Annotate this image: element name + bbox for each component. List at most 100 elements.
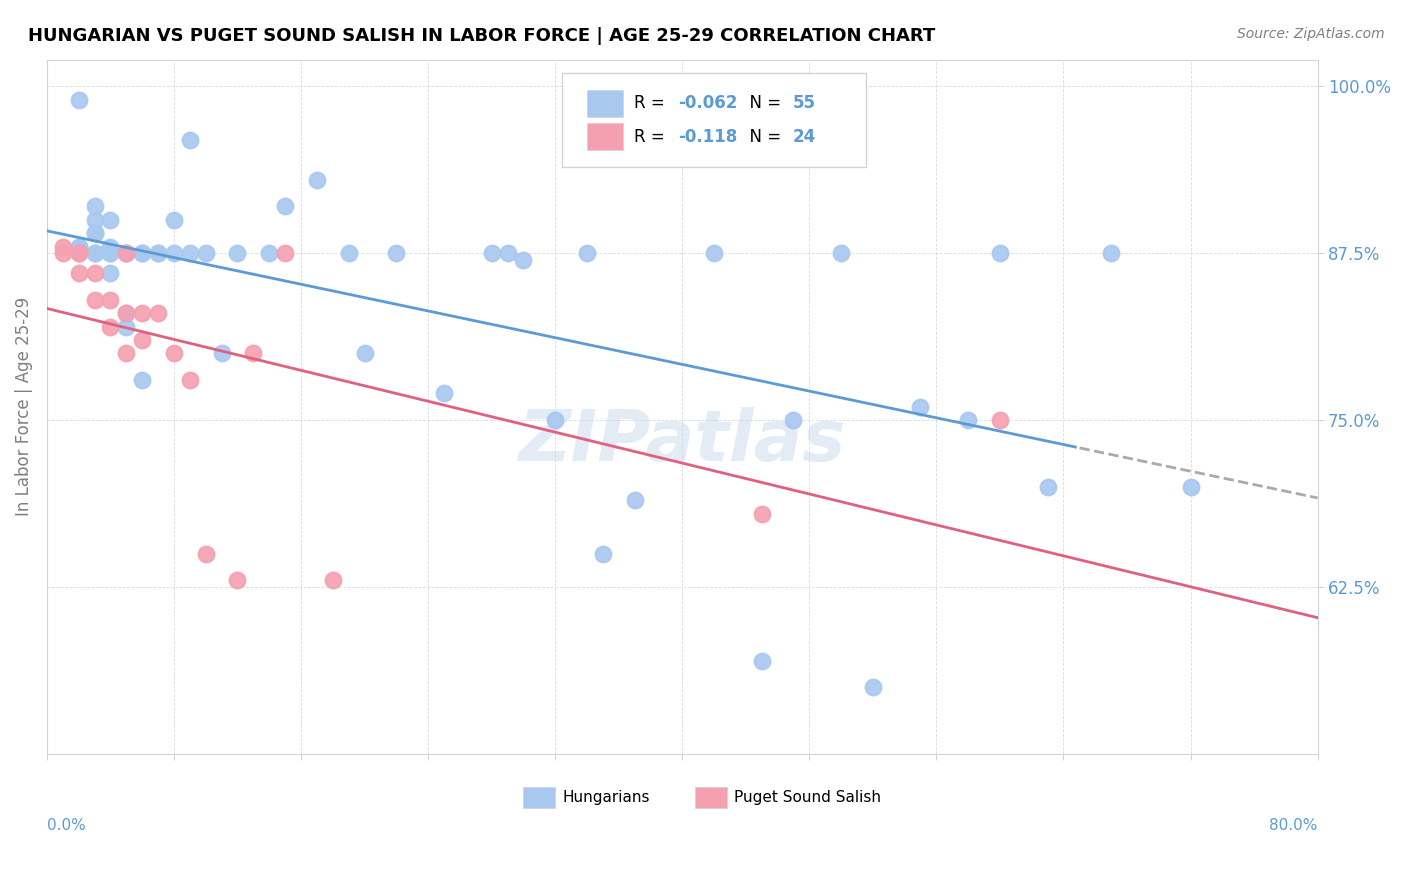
Point xyxy=(703,246,725,260)
Point xyxy=(512,252,534,267)
Point xyxy=(353,346,375,360)
Point xyxy=(226,246,249,260)
Point xyxy=(1099,246,1122,260)
Point xyxy=(131,246,153,260)
Point xyxy=(115,306,138,320)
Point xyxy=(131,246,153,260)
Point xyxy=(100,246,122,260)
Point xyxy=(751,653,773,667)
Text: R =: R = xyxy=(634,128,669,145)
Point xyxy=(115,319,138,334)
Point xyxy=(1036,480,1059,494)
Point xyxy=(67,246,90,260)
Point xyxy=(100,266,122,280)
FancyBboxPatch shape xyxy=(523,788,555,808)
Point xyxy=(179,373,201,387)
Point xyxy=(163,346,186,360)
Point xyxy=(146,306,169,320)
Point xyxy=(83,212,105,227)
Text: 0.0%: 0.0% xyxy=(46,818,86,833)
Point xyxy=(131,306,153,320)
Point xyxy=(322,574,344,588)
Point xyxy=(115,306,138,320)
Point xyxy=(592,547,614,561)
Point xyxy=(194,246,217,260)
Text: -0.062: -0.062 xyxy=(679,95,738,112)
Point xyxy=(910,400,932,414)
Text: R =: R = xyxy=(634,95,669,112)
Text: Puget Sound Salish: Puget Sound Salish xyxy=(734,790,882,805)
Point xyxy=(496,246,519,260)
Point xyxy=(575,246,598,260)
Point xyxy=(52,246,75,260)
Point xyxy=(226,574,249,588)
Point xyxy=(242,346,264,360)
Point xyxy=(623,493,645,508)
Point xyxy=(211,346,233,360)
Point xyxy=(1180,480,1202,494)
Point xyxy=(163,212,186,227)
Point xyxy=(544,413,567,427)
Point xyxy=(862,680,884,694)
Text: N =: N = xyxy=(740,95,787,112)
Text: -0.118: -0.118 xyxy=(679,128,738,145)
Point xyxy=(751,507,773,521)
Point xyxy=(385,246,408,260)
Text: 80.0%: 80.0% xyxy=(1270,818,1317,833)
Point xyxy=(179,133,201,147)
Point xyxy=(115,346,138,360)
Point xyxy=(274,246,297,260)
Point xyxy=(481,246,503,260)
Point xyxy=(83,246,105,260)
Y-axis label: In Labor Force | Age 25-29: In Labor Force | Age 25-29 xyxy=(15,297,32,516)
Text: Source: ZipAtlas.com: Source: ZipAtlas.com xyxy=(1237,27,1385,41)
Point xyxy=(988,413,1011,427)
Point xyxy=(115,246,138,260)
Point xyxy=(115,246,138,260)
Point xyxy=(83,226,105,240)
Point xyxy=(146,246,169,260)
Point xyxy=(131,373,153,387)
Point xyxy=(67,239,90,253)
Point xyxy=(83,246,105,260)
FancyBboxPatch shape xyxy=(561,73,866,167)
Point xyxy=(988,246,1011,260)
Point xyxy=(115,246,138,260)
Point xyxy=(100,212,122,227)
Point xyxy=(957,413,980,427)
FancyBboxPatch shape xyxy=(695,788,727,808)
Text: 24: 24 xyxy=(793,128,815,145)
Point xyxy=(274,199,297,213)
Text: HUNGARIAN VS PUGET SOUND SALISH IN LABOR FORCE | AGE 25-29 CORRELATION CHART: HUNGARIAN VS PUGET SOUND SALISH IN LABOR… xyxy=(28,27,935,45)
Point xyxy=(146,246,169,260)
Point xyxy=(433,386,456,401)
Point xyxy=(179,246,201,260)
Point xyxy=(83,226,105,240)
Text: 55: 55 xyxy=(793,95,815,112)
Point xyxy=(67,266,90,280)
FancyBboxPatch shape xyxy=(586,123,623,150)
Point xyxy=(100,319,122,334)
Point xyxy=(67,239,90,253)
Point xyxy=(100,246,122,260)
Point xyxy=(67,93,90,107)
Point xyxy=(100,293,122,307)
Point xyxy=(67,246,90,260)
Point xyxy=(83,199,105,213)
Text: N =: N = xyxy=(740,128,787,145)
Point xyxy=(337,246,360,260)
Point xyxy=(782,413,804,427)
Point xyxy=(163,246,186,260)
Text: Hungarians: Hungarians xyxy=(562,790,651,805)
Text: ZIPatlas: ZIPatlas xyxy=(519,407,846,476)
Point xyxy=(830,246,852,260)
Point xyxy=(305,173,328,187)
Point xyxy=(52,239,75,253)
Point xyxy=(83,293,105,307)
Point xyxy=(83,266,105,280)
Point xyxy=(259,246,281,260)
Point xyxy=(194,547,217,561)
FancyBboxPatch shape xyxy=(586,90,623,117)
Point xyxy=(100,239,122,253)
Point xyxy=(131,333,153,347)
